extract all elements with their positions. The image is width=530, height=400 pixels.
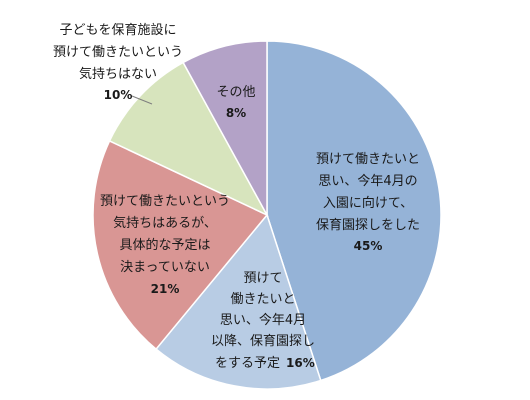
label-plan-after-april: 預けて 働きたいと 思い、今年4月 以降、保育園探し をする予定 16% — [211, 271, 315, 371]
value-label: 16% — [286, 356, 315, 370]
label-line: 以降、保育園探し — [211, 333, 315, 349]
slice-plan-after-april — [155, 213, 322, 390]
label-line: 思い、今年4月の — [318, 173, 417, 189]
label-line: 思い、今年4月 — [220, 312, 306, 328]
slice-other — [182, 40, 268, 216]
label-line: 預けて働きたいという — [100, 194, 230, 209]
value-label: 45% — [354, 239, 383, 253]
label-no-desire: 子どもを保育施設に 預けて働きたいという 気持ちはない 10% — [53, 22, 183, 102]
leader-line-no-desire — [131, 95, 153, 105]
label-line: 保育園探しをした — [316, 217, 420, 233]
label-line: 具体的な予定は — [119, 237, 210, 253]
label-line: をする予定 — [215, 356, 280, 371]
pie-slices — [92, 40, 442, 390]
label-line: 預けて働きたいと — [316, 152, 420, 167]
label-line: その他 — [216, 85, 255, 100]
label-other: その他 8% — [216, 85, 255, 120]
label-line: 預けて — [243, 271, 282, 286]
label-searched-for-april: 預けて働きたいと 思い、今年4月の 入園に向けて、 保育園探しをした 45% — [316, 152, 420, 253]
label-line: 気持ちはない — [79, 66, 157, 82]
value-label: 8% — [226, 106, 246, 120]
label-line: 子どもを保育施設に — [59, 22, 176, 38]
label-line: 気持ちはあるが、 — [113, 215, 217, 231]
label-line: 働きたいと — [230, 292, 295, 307]
label-line: 預けて働きたいという — [53, 45, 183, 60]
slice-no-desire — [108, 61, 269, 217]
value-label: 21% — [151, 282, 180, 296]
value-label: 10% — [104, 88, 133, 102]
slice-no-concrete-plan — [92, 139, 269, 351]
slice-searched-for-april — [266, 40, 442, 382]
label-line: 決まっていない — [120, 260, 210, 275]
label-no-concrete-plan: 預けて働きたいという 気持ちはあるが、 具体的な予定は 決まっていない 21% — [100, 194, 230, 296]
label-line: 入園に向けて、 — [323, 195, 413, 211]
